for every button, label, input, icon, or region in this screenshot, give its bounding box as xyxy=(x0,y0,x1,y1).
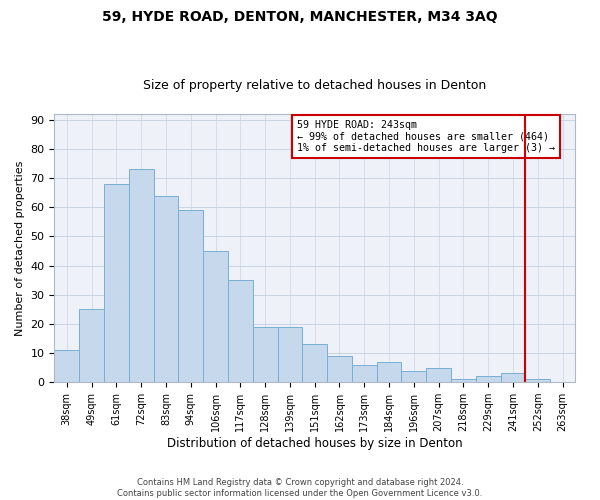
Text: 59, HYDE ROAD, DENTON, MANCHESTER, M34 3AQ: 59, HYDE ROAD, DENTON, MANCHESTER, M34 3… xyxy=(102,10,498,24)
Y-axis label: Number of detached properties: Number of detached properties xyxy=(15,160,25,336)
Bar xyxy=(302,344,327,382)
Bar xyxy=(55,350,79,382)
Bar xyxy=(129,170,154,382)
Bar xyxy=(104,184,129,382)
Text: 59 HYDE ROAD: 243sqm
← 99% of detached houses are smaller (464)
1% of semi-detac: 59 HYDE ROAD: 243sqm ← 99% of detached h… xyxy=(298,120,556,153)
Bar xyxy=(401,370,426,382)
Bar xyxy=(79,310,104,382)
Bar xyxy=(377,362,401,382)
Bar xyxy=(203,251,228,382)
Text: Contains HM Land Registry data © Crown copyright and database right 2024.
Contai: Contains HM Land Registry data © Crown c… xyxy=(118,478,482,498)
Bar xyxy=(154,196,178,382)
Bar xyxy=(526,380,550,382)
X-axis label: Distribution of detached houses by size in Denton: Distribution of detached houses by size … xyxy=(167,437,463,450)
Bar xyxy=(500,374,526,382)
Bar xyxy=(228,280,253,382)
Bar xyxy=(253,327,278,382)
Bar xyxy=(476,376,500,382)
Bar xyxy=(278,327,302,382)
Bar xyxy=(327,356,352,382)
Bar xyxy=(426,368,451,382)
Bar xyxy=(451,380,476,382)
Bar xyxy=(178,210,203,382)
Bar xyxy=(352,364,377,382)
Title: Size of property relative to detached houses in Denton: Size of property relative to detached ho… xyxy=(143,79,487,92)
